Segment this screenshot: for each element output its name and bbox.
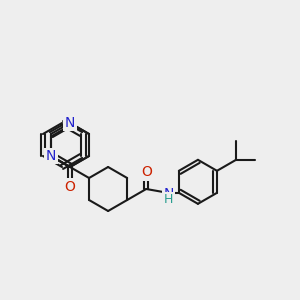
Text: H: H xyxy=(164,193,174,206)
Text: O: O xyxy=(64,180,75,194)
Text: N: N xyxy=(46,149,56,163)
Text: O: O xyxy=(141,166,152,179)
Text: N: N xyxy=(65,116,75,130)
Text: N: N xyxy=(164,187,174,201)
